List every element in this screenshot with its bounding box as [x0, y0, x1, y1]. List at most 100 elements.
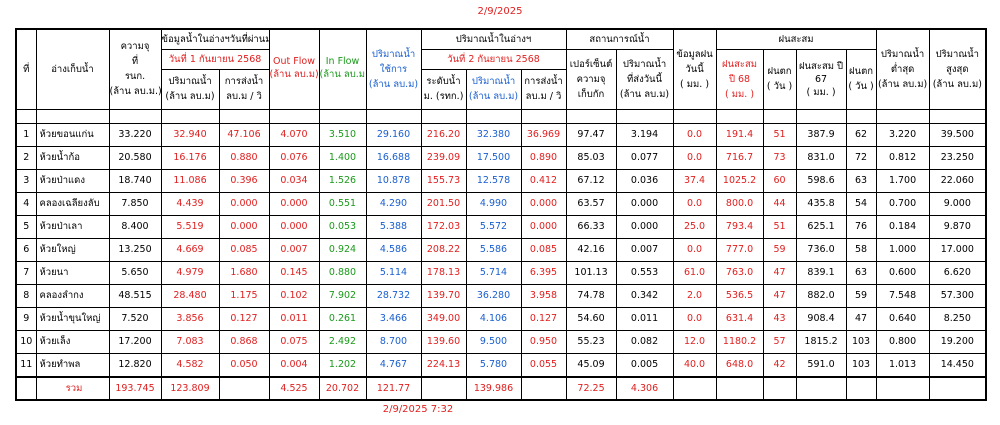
data-row: 7 ห้วยนา 5.650 4.979 1.680 0.145 0.880 5.114 178…	[15, 260, 987, 285]
empty-cell	[795, 108, 847, 124]
total-cell: รวม	[35, 375, 110, 400]
cell: 908.4	[795, 306, 847, 331]
header-line: วันนี้	[685, 63, 704, 75]
cell: 0.102	[268, 283, 320, 308]
data-row: 9 ห้วยน้ำขุนใหญ่ 7.520 3.856 0.127 0.011 0.261…	[15, 306, 987, 331]
cell: 625.1	[795, 214, 847, 239]
cell: 4.990	[465, 191, 522, 216]
cell: 8.700	[365, 329, 422, 354]
cell: 239.09	[420, 145, 467, 170]
header-lines: ข้อมูลฝน วันนี้ ( มม. )	[674, 47, 715, 92]
empty-cell	[928, 375, 987, 400]
cell: 58	[845, 237, 877, 262]
header-line: ปริมาณน้ำ	[622, 58, 667, 70]
cell: 631.4	[715, 306, 764, 331]
cell: 0.551	[318, 191, 367, 216]
cell: 12.0	[672, 329, 717, 354]
cell: 2.492	[318, 329, 367, 354]
header-line: ลบ.ม / วิ	[226, 91, 262, 102]
cell: 0.075	[268, 329, 320, 354]
cell: 17.200	[108, 329, 162, 354]
cell: 14.450	[928, 352, 987, 377]
header-lines: ฝนสะสม ปี 67( มม. )	[797, 59, 845, 100]
header-line: ( มม. )	[725, 88, 755, 100]
reservoir-table: ที่ อ่างเก็บน้ำ ความจุ ที่ รนก. (ล้าน ลบ.ม.…	[15, 28, 988, 401]
cell: 0.055	[520, 352, 567, 377]
header-line: ปี 68	[728, 73, 751, 85]
header-group: ปริมาณน้ำในอ่างฯ	[420, 28, 567, 50]
header-cell: การส่งน้ำ ลบ.ม / วิ	[520, 68, 567, 110]
cell: 1025.2	[715, 168, 764, 193]
cell: 0.600	[875, 260, 930, 285]
cell: 648.0	[715, 352, 764, 377]
header-cell: เปอร์เซ็นต์ ความจุ เก็บกัก	[565, 48, 617, 110]
cell: 97.47	[565, 122, 617, 147]
header-cell: ข้อมูลฝน วันนี้ ( มม. )	[672, 28, 717, 110]
cell: 10.878	[365, 168, 422, 193]
cell: 0.880	[218, 145, 270, 170]
cell: 8.400	[108, 214, 162, 239]
cell: 1.526	[318, 168, 367, 193]
header-line: ระดับน้ำ	[426, 76, 461, 87]
cell: 47.106	[218, 122, 270, 147]
cell: 28.732	[365, 283, 422, 308]
header-cell: ปริมาณน้ำ ต่ำสุด (ล้าน ลบ.ม)	[875, 28, 930, 110]
header-line: รนก.	[124, 71, 146, 83]
cell: 0.082	[615, 329, 674, 354]
empty-cell	[520, 375, 567, 400]
empty-cell	[845, 108, 877, 124]
cell: 0.007	[268, 237, 320, 262]
empty-cell	[465, 108, 522, 124]
cell: 349.00	[420, 306, 467, 331]
cell: 1180.2	[715, 329, 764, 354]
cell: 0.342	[615, 283, 674, 308]
cell: 793.4	[715, 214, 764, 239]
cell: 0.085	[520, 237, 567, 262]
header-lines: การส่งน้ำ ลบ.ม / วิ	[522, 74, 565, 104]
cell: 33.220	[108, 122, 162, 147]
cell: 5.519	[160, 214, 220, 239]
header-cell: ที่	[15, 28, 37, 110]
header-line: (ล้าน ลบ.ม)	[368, 78, 419, 90]
header-line: ( มม. )	[680, 78, 710, 90]
header-group: ข้อมูลน้ำในอ่างฯวันที่ผ่านมา	[160, 28, 270, 50]
header-lines: ฝนตก ( วัน )	[764, 64, 795, 94]
cell: 6.620	[928, 260, 987, 285]
cell: 216.20	[420, 122, 467, 147]
cell: 0.184	[875, 214, 930, 239]
cell: 7.850	[108, 191, 162, 216]
cell: 18.740	[108, 168, 162, 193]
cell: 73	[762, 145, 797, 170]
header-line: ความจุ	[120, 41, 150, 53]
total-cell: 4.525	[268, 375, 320, 400]
cell: 0.005	[615, 352, 674, 377]
cell: 43	[762, 306, 797, 331]
total-cell: 123.809	[160, 375, 220, 400]
cell: 0.085	[218, 237, 270, 262]
cell: 5.586	[465, 237, 522, 262]
header-lines: ปริมาณน้ำ สูงสุด (ล้าน ลบ.ม)	[930, 47, 985, 92]
cell: 0.000	[615, 214, 674, 239]
header-line: เก็บกัก	[577, 88, 605, 100]
cell: 25.0	[672, 214, 717, 239]
cell: 19.200	[928, 329, 987, 354]
cell: 72	[845, 145, 877, 170]
cell: 0.000	[268, 191, 320, 216]
cell: 3.466	[365, 306, 422, 331]
cell: 61.0	[672, 260, 717, 285]
header-lines: ปริมาณน้ำ (ล้าน ลบ.ม)	[162, 74, 218, 104]
header-line: (ล้าน ลบ.ม)	[619, 88, 670, 100]
cell: 0.000	[268, 214, 320, 239]
report-date: 2/9/2025	[477, 6, 523, 17]
cell: 5.114	[365, 260, 422, 285]
cell: 1815.2	[795, 329, 847, 354]
cell: 3.220	[875, 122, 930, 147]
cell: 7.083	[160, 329, 220, 354]
cell: 0.800	[875, 329, 930, 354]
cell: 47	[762, 260, 797, 285]
header-line: ปริมาณน้ำ	[471, 76, 516, 87]
cell: 1.680	[218, 260, 270, 285]
header-lines: ฝนตก ( วัน )	[847, 64, 875, 94]
spacer-row	[15, 108, 987, 124]
cell: 36.969	[520, 122, 567, 147]
